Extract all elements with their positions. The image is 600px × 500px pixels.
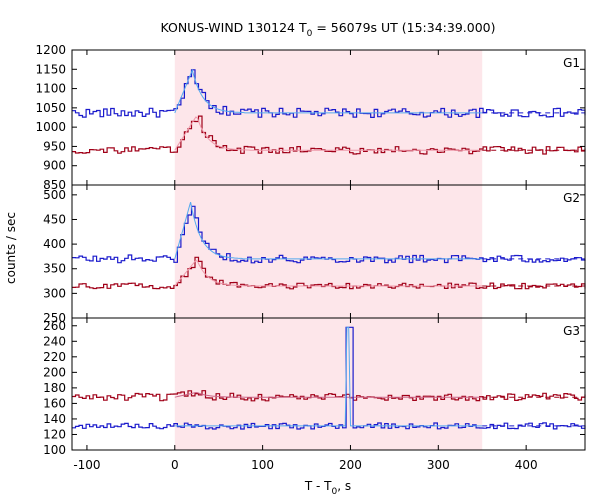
y-tick-label: 900 bbox=[43, 159, 66, 173]
series-g2-1 bbox=[72, 205, 586, 264]
shaded-interval bbox=[174, 318, 483, 450]
y-tick-label: 1000 bbox=[35, 120, 66, 134]
y-tick-label: 220 bbox=[43, 350, 66, 364]
y-tick-label: 500 bbox=[43, 188, 66, 202]
y-tick-label: 850 bbox=[43, 178, 66, 192]
panel-g2: G2 250 300 350 400 450 500 bbox=[43, 184, 586, 325]
y-tick-label: 1050 bbox=[35, 101, 66, 115]
x-tick-label: 200 bbox=[339, 458, 362, 472]
chart-title: KONUS-WIND 130124 T0 = 56079s UT (15:34:… bbox=[160, 20, 495, 39]
y-tick-label: 950 bbox=[43, 139, 66, 153]
shaded-interval bbox=[174, 185, 483, 318]
y-tick-label: 120 bbox=[43, 427, 66, 441]
y-tick-label: 1150 bbox=[35, 62, 66, 76]
plot-area: G185090095010001050110011501200G22503003… bbox=[35, 43, 586, 472]
panel-label: G3 bbox=[563, 324, 580, 338]
shaded-interval bbox=[174, 50, 483, 185]
y-tick-label: 200 bbox=[43, 365, 66, 379]
y-tick-label: 1100 bbox=[35, 82, 66, 96]
y-tick-label: 350 bbox=[43, 262, 66, 276]
x-tick-label: 300 bbox=[427, 458, 450, 472]
series-g1-2 bbox=[72, 115, 586, 155]
fit-g3-2 bbox=[174, 326, 483, 427]
y-axis-label: counts / sec bbox=[4, 212, 18, 284]
fit-g3-1 bbox=[174, 391, 483, 398]
fit-g2-1 bbox=[174, 201, 483, 260]
x-tick-label: -100 bbox=[73, 458, 100, 472]
y-tick-label: 250 bbox=[43, 311, 66, 325]
x-axis-label: T - T0, s bbox=[304, 479, 351, 497]
y-tick-label: 100 bbox=[43, 443, 66, 457]
panel-label: G1 bbox=[563, 56, 580, 70]
fit-g1-2 bbox=[174, 116, 483, 151]
series-g2-2 bbox=[72, 256, 586, 290]
y-tick-label: 450 bbox=[43, 212, 66, 226]
panel-label: G2 bbox=[563, 191, 580, 205]
panel-g1: G1 850 900 950 1000 1050 1100 1150 1200 bbox=[35, 43, 586, 192]
x-tick-label: 100 bbox=[251, 458, 274, 472]
y-tick-label: 400 bbox=[43, 237, 66, 251]
y-tick-label: 300 bbox=[43, 286, 66, 300]
y-tick-label: 1200 bbox=[35, 43, 66, 57]
series-g3-1 bbox=[72, 390, 586, 402]
fit-g1-1 bbox=[174, 68, 483, 114]
panel-frame bbox=[71, 317, 586, 451]
y-tick-label: 240 bbox=[43, 334, 66, 348]
y-tick-label: 180 bbox=[43, 381, 66, 395]
series-g1-1 bbox=[72, 69, 586, 118]
y-tick-label: 140 bbox=[43, 412, 66, 426]
x-tick-label: 0 bbox=[171, 458, 179, 472]
y-tick-label: 160 bbox=[43, 396, 66, 410]
fit-g2-2 bbox=[174, 259, 483, 287]
y-tick-label: 260 bbox=[43, 319, 66, 333]
x-tick-label: 400 bbox=[515, 458, 538, 472]
